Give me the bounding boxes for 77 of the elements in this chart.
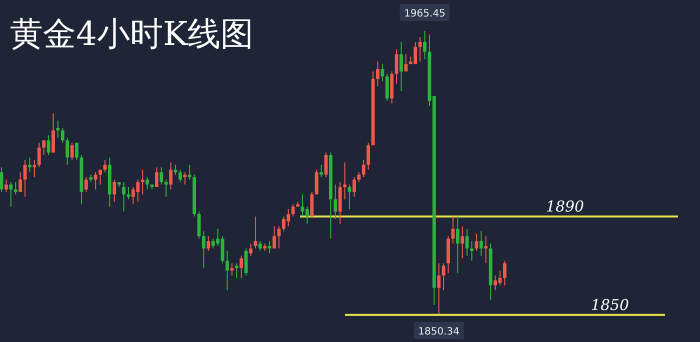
candlestick	[230, 262, 234, 276]
candlestick	[314, 169, 318, 195]
candlestick	[126, 186, 130, 200]
candlestick	[503, 260, 506, 286]
candlestick	[202, 230, 206, 269]
candlestick	[183, 172, 187, 186]
candlestick	[258, 240, 262, 252]
candlestick	[178, 169, 182, 183]
candlestick	[479, 230, 483, 256]
candlestick	[164, 179, 168, 198]
chart-title: 黄金4小时K线图	[10, 14, 254, 53]
candlestick	[400, 41, 403, 92]
candlestick	[240, 255, 244, 278]
candlestick	[234, 262, 238, 278]
candlestick	[42, 140, 46, 156]
candlestick	[380, 64, 384, 82]
candlestick	[146, 176, 149, 190]
candlestick	[66, 137, 70, 166]
annotation: 1965.45	[404, 8, 446, 20]
candlestick	[18, 172, 22, 192]
candlestick	[60, 127, 64, 144]
candlestick	[52, 112, 55, 154]
candlestick	[140, 169, 144, 195]
candlestick	[37, 142, 41, 168]
candlestick	[484, 236, 488, 264]
candlestick	[362, 159, 366, 178]
candlestick	[56, 120, 60, 138]
candlestick	[348, 184, 352, 210]
ref-line-label: 1890	[546, 197, 585, 216]
candlestick	[14, 182, 18, 195]
candlestick	[206, 236, 210, 252]
candlestick	[376, 61, 380, 87]
candlestick	[188, 164, 192, 180]
candlestick	[394, 48, 398, 84]
candlestick	[474, 233, 478, 252]
candlestick	[169, 162, 172, 190]
candlestick	[254, 216, 258, 249]
candlestick	[94, 172, 98, 190]
candlestick	[32, 159, 36, 178]
candlestick	[4, 179, 8, 192]
candlestick	[465, 228, 469, 256]
candlestick	[460, 226, 464, 259]
candlestick	[305, 206, 309, 224]
candlestick	[404, 54, 408, 72]
candlestick	[320, 164, 323, 178]
candlestick	[98, 169, 102, 186]
candlestick	[84, 176, 88, 192]
candlestick	[272, 226, 276, 249]
candlestick	[334, 184, 338, 220]
candlestick	[70, 142, 74, 160]
candlestick	[456, 216, 460, 274]
candlestick	[470, 240, 474, 262]
candlestick	[385, 73, 389, 102]
candlestick	[268, 240, 272, 254]
candlestick	[0, 166, 4, 192]
candlestick	[103, 159, 107, 173]
candlestick	[310, 191, 314, 217]
candlestick	[9, 182, 13, 208]
candlestick	[112, 179, 116, 202]
candlestick	[226, 250, 229, 291]
candlestick	[154, 166, 158, 188]
candlestick	[75, 142, 78, 160]
candlestick	[28, 156, 32, 173]
candlestick	[291, 204, 295, 217]
candlestick	[122, 182, 126, 212]
ref-line-label: 1850	[590, 296, 630, 314]
candlestick	[352, 176, 356, 198]
candlestick	[418, 36, 422, 62]
candlestick	[437, 262, 441, 314]
candlestick	[343, 162, 347, 200]
candlestick	[249, 243, 252, 256]
candlestick	[442, 262, 446, 291]
candlestick	[423, 30, 426, 60]
candlestick	[366, 142, 370, 170]
annotation: 1850.34	[418, 326, 460, 338]
candlestick	[160, 166, 164, 186]
candlestick	[357, 172, 361, 183]
